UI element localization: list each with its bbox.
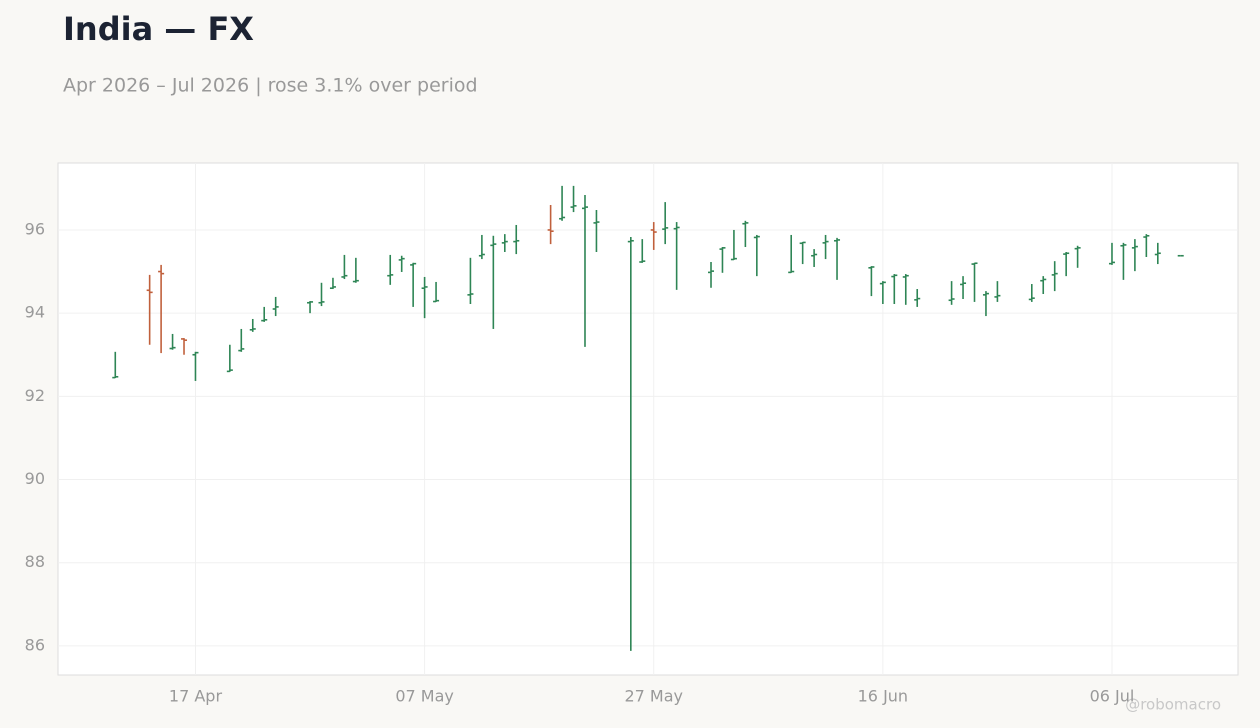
x-tick-label: 06 Jul bbox=[1090, 687, 1135, 706]
y-tick-label: 86 bbox=[25, 635, 45, 654]
x-tick-label: 17 Apr bbox=[169, 687, 223, 706]
credit: @robomacro bbox=[1125, 696, 1221, 714]
plot-area bbox=[57, 162, 1239, 676]
y-tick-label: 92 bbox=[25, 386, 45, 405]
x-tick-label: 07 May bbox=[395, 687, 454, 706]
y-tick-label: 94 bbox=[25, 303, 45, 322]
chart-title: India — FX bbox=[63, 10, 254, 48]
x-tick-label: 16 Jun bbox=[858, 687, 908, 706]
chart-subtitle: Apr 2026 – Jul 2026 | rose 3.1% over per… bbox=[63, 75, 478, 97]
x-tick-label: 27 May bbox=[624, 687, 683, 706]
y-tick-label: 88 bbox=[25, 552, 45, 571]
y-tick-label: 90 bbox=[25, 469, 45, 488]
y-tick-label: 96 bbox=[25, 219, 45, 238]
